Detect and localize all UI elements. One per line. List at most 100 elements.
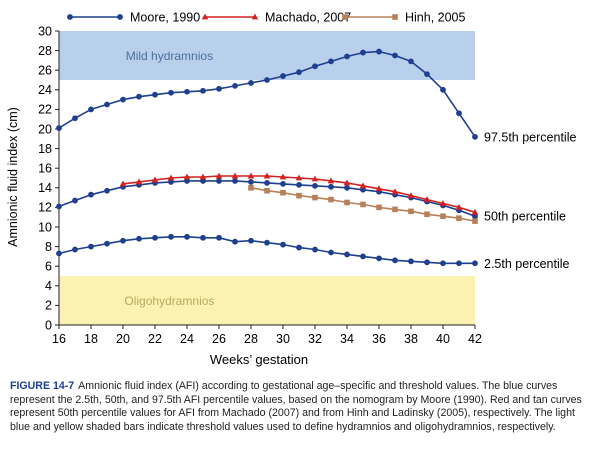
data-point-moore [88, 106, 94, 113]
series-moore-2 [56, 233, 478, 267]
data-point-moore [56, 125, 62, 131]
x-axis-title: Weeks’ gestation [210, 352, 308, 367]
legend: Moore, 1990 Machado, 2007 Hinh, 2005 [67, 11, 466, 25]
data-point-moore [280, 73, 286, 79]
data-point-moore [424, 71, 430, 78]
data-point-machado [199, 173, 207, 180]
y-tick-label: 16 [38, 162, 52, 176]
data-point-moore [168, 179, 174, 185]
data-point-moore [392, 257, 398, 264]
data-point-moore [344, 251, 350, 258]
x-tick-label: 36 [372, 332, 386, 346]
data-point-moore [72, 115, 78, 122]
y-tick-label: 20 [38, 122, 52, 136]
data-point-hinh [264, 187, 270, 194]
data-point-moore [296, 244, 302, 251]
data-point-moore [280, 180, 286, 187]
legend-entry-3: Hinh, 2005 [342, 11, 466, 25]
legend-marker [117, 14, 123, 20]
x-tick-label: 38 [404, 332, 418, 346]
data-point-moore [248, 80, 254, 86]
data-point-moore [264, 239, 270, 246]
data-point-hinh [296, 192, 302, 199]
data-point-moore [328, 249, 334, 256]
data-point-moore [56, 250, 62, 257]
data-point-machado [327, 177, 335, 184]
data-point-machado [359, 182, 367, 189]
data-point-moore [200, 87, 206, 94]
data-point-moore [232, 82, 238, 89]
data-point-machado [119, 180, 127, 187]
data-point-moore [472, 213, 478, 220]
x-tick-label: 20 [116, 332, 130, 346]
data-point-machado [439, 200, 447, 206]
data-point-machado [423, 196, 431, 202]
series-machado-3 [119, 172, 479, 215]
data-point-moore [56, 203, 62, 210]
data-point-moore [216, 234, 222, 241]
data-point-moore [440, 260, 446, 267]
legend-marker [392, 14, 398, 20]
data-point-moore [360, 186, 366, 193]
data-point-machado [295, 174, 303, 181]
data-point-moore [424, 259, 430, 266]
data-point-machado [455, 204, 463, 210]
data-point-moore [360, 253, 366, 260]
data-point-moore [264, 77, 270, 83]
data-point-moore [168, 89, 174, 96]
data-point-moore [392, 52, 398, 59]
oligohydramnios-band [59, 276, 475, 325]
data-point-moore [264, 180, 270, 186]
legend-marker [67, 14, 73, 20]
series-moore-0 [56, 48, 478, 140]
y-tick-label: 14 [38, 181, 52, 195]
legend-entry-2: Machado, 2007 [201, 11, 351, 25]
data-point-moore [344, 53, 350, 60]
annotation-label: 2.5th percentile [484, 257, 570, 271]
data-point-machado [247, 172, 255, 179]
data-point-moore [472, 133, 478, 140]
y-tick-label: 10 [38, 220, 52, 234]
data-point-moore [200, 234, 206, 241]
data-point-moore [328, 58, 334, 65]
data-point-hinh [472, 218, 478, 224]
data-point-hinh [344, 199, 350, 206]
x-tick-label: 34 [340, 332, 354, 346]
x-tick-label: 32 [308, 332, 322, 346]
data-point-moore [296, 181, 302, 188]
y-tick-label: 22 [38, 103, 52, 117]
legend-label: Hinh, 2005 [405, 11, 466, 25]
data-point-moore [184, 178, 190, 184]
data-point-machado [311, 175, 319, 182]
legend-marker [251, 13, 259, 20]
data-point-machado [135, 178, 143, 185]
x-tick-label: 26 [212, 332, 226, 346]
data-point-moore [168, 233, 174, 240]
y-tick-label: 28 [38, 44, 52, 58]
x-tick-label: 42 [468, 332, 482, 346]
series-moore-1 [56, 178, 478, 220]
data-point-moore [88, 191, 94, 198]
mild-hydramnios-band [59, 31, 475, 80]
data-point-moore [120, 237, 126, 244]
data-point-moore [104, 187, 110, 194]
data-point-moore [376, 48, 382, 55]
data-point-moore [72, 246, 78, 253]
figure-caption-label: FIGURE 14-7 [10, 380, 75, 392]
mild-hydramnios-band-label: Mild hydramnios [126, 49, 213, 63]
data-point-moore [152, 91, 158, 98]
data-point-machado [151, 176, 159, 183]
data-point-moore [360, 49, 366, 56]
data-point-hinh [408, 208, 414, 215]
data-point-moore [184, 88, 190, 95]
data-point-machado [215, 172, 223, 179]
data-point-moore [296, 69, 302, 76]
x-tick-label: 28 [244, 332, 258, 346]
data-point-moore [232, 238, 238, 245]
data-point-machado [343, 179, 351, 186]
data-point-hinh [424, 211, 430, 218]
data-point-moore [232, 178, 238, 184]
data-point-hinh [248, 185, 254, 191]
